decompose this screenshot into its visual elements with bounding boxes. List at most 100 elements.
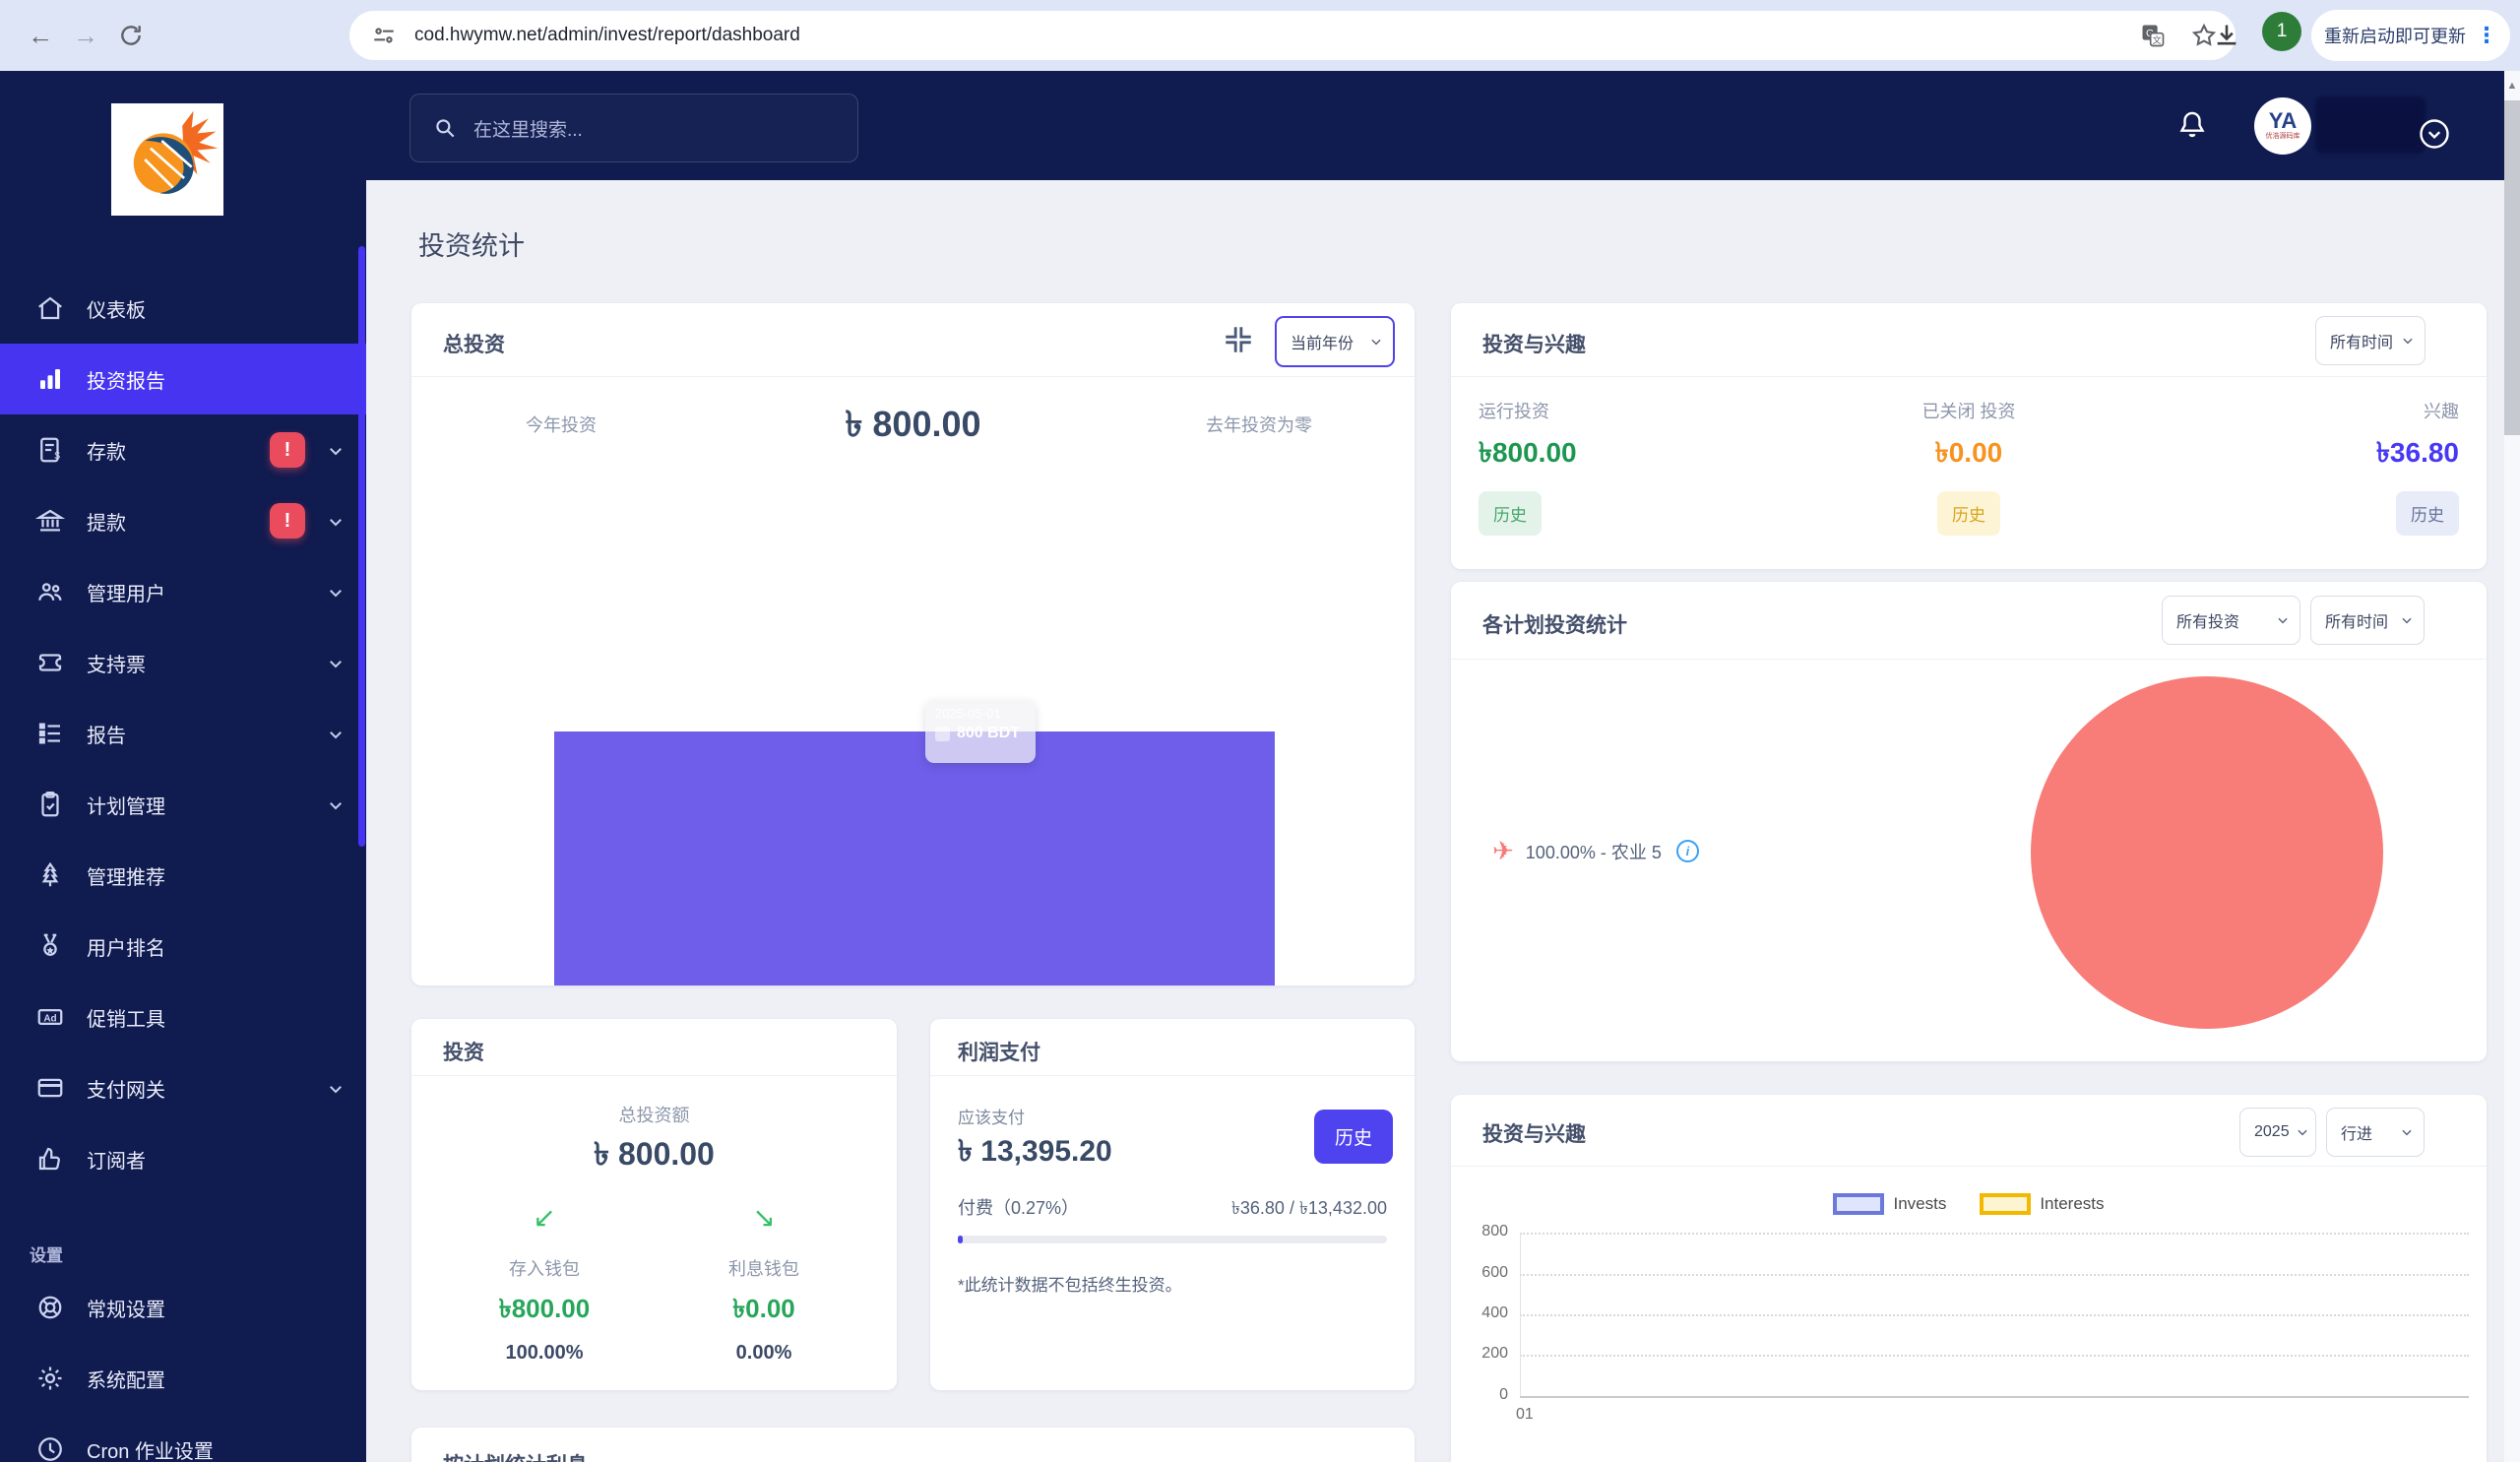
sidebar-item-deposits[interactable]: $ 存款 ! [0,414,366,485]
sidebar-item-invest-report[interactable]: 投资报告 [0,344,366,414]
gridline [1520,1274,2469,1276]
reload-icon[interactable] [108,0,154,71]
sidebar-item-cron-settings[interactable]: Cron 作业设置 [0,1414,366,1462]
total-invest-card: 总投资 当前年份 今年投资 ৳ 800.00 去年投资为零 2025-05-01… [411,303,1415,985]
card-title: 投资与兴趣 [1482,334,1586,356]
user-avatar[interactable]: YA 优浩源码库 [2254,97,2311,155]
gridline [1520,1314,2469,1316]
sidebar-item-label: 报告 [87,725,126,747]
invoice-icon: $ [40,437,60,463]
svg-text:G: G [2146,28,2154,39]
plan-stats-card: 各计划投资统计 所有投资 所有时间 ✈ 100.00% - 农业 5 i [1451,582,2487,1061]
divider [411,376,1415,377]
info-icon[interactable]: i [1675,840,1699,862]
legend-label: Interests [2040,1194,2105,1213]
history-link[interactable]: 历史 [1937,491,2000,536]
pie-legend[interactable]: ✈ 100.00% - 农业 5 i [1492,836,1699,866]
avatar-caption: 优浩源码库 [2265,133,2300,140]
year-select[interactable]: 2025 [2239,1108,2316,1157]
sidebar-item-manage-users[interactable]: 管理用户 [0,556,366,627]
y-tick: 400 [1481,1304,1508,1321]
translate-icon[interactable]: G文 [2139,22,2167,49]
sidebar-item-withdrawals[interactable]: 提款 ! [0,485,366,556]
col-percent: 0.00% [735,1342,792,1364]
scrollbar-thumb[interactable] [2504,100,2520,435]
alert-badge: ! [270,503,305,539]
browser-menu-icon[interactable]: ⋮ [2476,23,2497,47]
invests-swatch [1833,1193,1885,1215]
col-label: 存入钱包 [509,1259,580,1279]
interest-by-plan-card: 按计划统计利息 [411,1428,1415,1462]
sidebar-scrollbar[interactable] [358,246,365,847]
main-content: 投资统计 总投资 当前年份 今年投资 ৳ 800.00 去年投资为零 2025-… [366,180,2520,1462]
legend-invests[interactable]: Invests [1833,1193,1946,1215]
due-value: ৳ 13,395.20 [958,1135,1112,1168]
sidebar-item-general-settings[interactable]: 常规设置 [0,1272,366,1343]
chevron-down-icon [330,519,342,527]
card-title: 利润支付 [958,1042,1040,1064]
mode-select[interactable]: 行进 [2326,1108,2425,1157]
invest-bar[interactable] [554,731,1275,985]
clock-icon [38,1437,62,1461]
sidebar-item-subscribers[interactable]: 订阅者 [0,1123,366,1194]
col-value: ৳0.00 [1934,437,2003,468]
paid-value: ৳36.80 / ৳13,432.00 [1230,1198,1387,1218]
notifications-bell-icon[interactable] [2175,106,2209,144]
history-link[interactable]: 历史 [1479,491,1542,536]
time-filter-select[interactable]: 所有时间 [2310,596,2425,645]
chevron-down-icon [330,661,342,668]
chevron-down-icon [2278,617,2288,624]
plan-pie-chart[interactable] [2031,676,2383,1029]
sidebar-item-support-tickets[interactable]: 支持票 [0,627,366,698]
chevron-down-icon [2402,617,2412,624]
history-link[interactable]: 历史 [2396,491,2459,536]
invest-interest-card: 投资与兴趣 所有时间 运行投资 ৳800.00 历史 已关闭 投资 ৳0.00 … [1451,303,2487,569]
period-select[interactable]: 当前年份 [1275,316,1395,367]
time-select[interactable]: 所有时间 [2315,316,2426,365]
select-value: 所有时间 [2330,335,2394,351]
sidebar-item-system-configuration[interactable]: 系统配置 [0,1343,366,1414]
legend-interests[interactable]: Interests [1980,1193,2105,1215]
download-icon[interactable] [2213,22,2240,49]
page-scrollbar[interactable]: ▲ [2504,71,2520,1462]
forward-icon[interactable]: → [73,21,98,50]
scrollbar-up-arrow[interactable]: ▲ [2506,80,2518,92]
sidebar-item-label: 计划管理 [87,795,165,818]
history-button[interactable]: 历史 [1314,1110,1393,1164]
address-bar[interactable]: cod.hwymw.net/admin/invest/report/dashbo… [349,11,2236,60]
search-input[interactable]: 在这里搜索... [410,94,858,162]
sidebar-item-label: 促销工具 [87,1008,165,1031]
sidebar-item-label: 存款 [87,441,126,464]
back-icon[interactable]: ← [28,21,53,50]
page-title: 投资统计 [418,231,525,261]
col-value: ৳36.80 [2375,437,2459,468]
sidebar-item-label: 系统配置 [87,1369,165,1392]
url-text[interactable]: cod.hwymw.net/admin/invest/report/dashbo… [414,25,800,45]
site-info-icon[interactable] [371,23,397,48]
tooltip-series-swatch [935,726,950,741]
profile-chevron-icon[interactable] [2417,116,2452,152]
sidebar-item-reports[interactable]: 报告 [0,698,366,769]
invest-filter-select[interactable]: 所有投资 [2162,596,2300,645]
sidebar-item-label: 管理用户 [87,583,165,605]
svg-text:Ad: Ad [43,1013,56,1024]
arrow-down-right-icon: ↘ [752,1202,776,1233]
sidebar-item-plan-management[interactable]: 计划管理 [0,769,366,840]
deposit-wallet-col: ↙ 存入钱包 ৳800.00 100.00% [436,1201,653,1365]
brand-logo[interactable] [111,103,223,216]
sidebar-item-promotion-tools[interactable]: Ad 促销工具 [0,982,366,1052]
chevron-down-icon [330,802,342,810]
sidebar-item-dashboard[interactable]: 仪表板 [0,273,366,344]
sidebar-item-user-ranking[interactable]: 用户排名 [0,911,366,982]
sidebar-menu: 仪表板 投资报告 $ 存款 ! 提款 ! 管理用户 [0,273,366,1462]
sidebar-item-manage-referrals[interactable]: 管理推荐 [0,840,366,911]
sidebar-item-label: 提款 [87,512,126,535]
sidebar-item-payment-gateways[interactable]: 支付网关 [0,1052,366,1123]
restart-update-chip[interactable]: 重新启动即可更新 ⋮ [2311,10,2510,61]
sidebar-item-label: 投资报告 [87,370,165,393]
bookmark-star-icon[interactable] [2190,22,2218,49]
compress-icon[interactable] [1222,323,1255,356]
browser-profile-avatar[interactable]: 1 [2262,12,2301,51]
legend-label: Invests [1893,1194,1947,1213]
